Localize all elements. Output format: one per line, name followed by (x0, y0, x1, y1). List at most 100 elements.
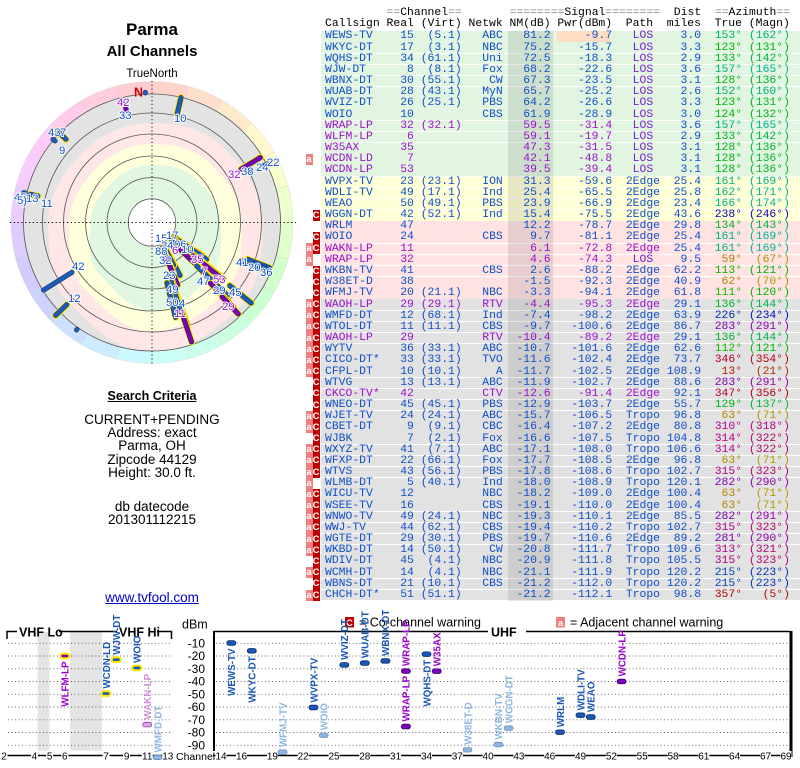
svg-text:88: 88 (155, 246, 168, 258)
svg-text:29: 29 (213, 285, 226, 297)
svg-text:42: 42 (117, 97, 130, 109)
svg-text:-60: -60 (188, 700, 206, 714)
svg-text:WOIO: WOIO (320, 703, 331, 731)
svg-text:40: 40 (483, 752, 495, 763)
svg-text:6: 6 (62, 752, 68, 763)
svg-text:-30: -30 (188, 662, 206, 676)
svg-text:WFMJ-TV: WFMJ-TV (278, 702, 289, 747)
svg-text:45: 45 (229, 287, 242, 299)
svg-text:WKYC-DT: WKYC-DT (248, 656, 259, 702)
svg-text:16: 16 (236, 752, 248, 763)
svg-text:WVIZ-DT: WVIZ-DT (340, 619, 351, 660)
svg-text:52: 52 (606, 752, 618, 763)
svg-text:WMFD-DT: WMFD-DT (153, 706, 164, 753)
svg-text:-40: -40 (188, 675, 206, 689)
svg-text:Channel: Channel (176, 751, 215, 763)
svg-text:-70: -70 (188, 713, 206, 727)
svg-text:WCDN-LP: WCDN-LP (617, 630, 628, 677)
svg-text:WRAP-LP: WRAP-LP (402, 620, 413, 666)
svg-text:67: 67 (760, 752, 772, 763)
svg-text:24: 24 (256, 162, 269, 174)
svg-text:11: 11 (174, 308, 186, 320)
svg-text:13: 13 (162, 752, 174, 763)
svg-text:35: 35 (191, 254, 204, 266)
svg-text:37: 37 (452, 752, 464, 763)
svg-text:W38ET-D: W38ET-D (463, 702, 474, 744)
svg-text:36: 36 (260, 267, 273, 279)
svg-text:10: 10 (174, 113, 187, 125)
svg-text:64: 64 (729, 752, 741, 763)
svg-text:-20: -20 (188, 649, 206, 663)
svg-text:VHF Lo: VHF Lo (19, 626, 63, 640)
svg-text:WJW-DT: WJW-DT (112, 615, 123, 655)
svg-text:WDLI-TV: WDLI-TV (576, 669, 587, 710)
svg-text:WLFM-LP: WLFM-LP (61, 661, 72, 707)
svg-text:55: 55 (637, 752, 649, 763)
svg-text:-50: -50 (188, 687, 206, 701)
svg-text:43: 43 (48, 127, 61, 139)
svg-text:WCDN-LD: WCDN-LD (102, 642, 113, 689)
svg-text:43: 43 (513, 752, 525, 763)
svg-text:dBm: dBm (182, 618, 208, 632)
svg-text:50: 50 (166, 297, 179, 309)
svg-text:-90: -90 (188, 738, 206, 752)
svg-text:7: 7 (201, 266, 207, 278)
svg-text:23: 23 (163, 270, 176, 282)
svg-text:WRLM: WRLM (556, 697, 567, 727)
svg-text:WUAB-DT: WUAB-DT (361, 611, 372, 658)
svg-text:38: 38 (241, 166, 254, 178)
svg-text:33: 33 (119, 110, 132, 122)
svg-text:20: 20 (248, 262, 261, 274)
svg-text:WRAP-LP: WRAP-LP (402, 675, 413, 721)
svg-text:C: C (346, 618, 353, 628)
svg-text:WGGN-DT: WGGN-DT (504, 675, 515, 723)
svg-text:6: 6 (172, 245, 178, 257)
svg-text:42: 42 (72, 261, 85, 273)
svg-text:WVPX-TV: WVPX-TV (309, 657, 320, 702)
svg-text:9: 9 (124, 752, 130, 763)
svg-text:11: 11 (41, 198, 53, 210)
svg-text:29: 29 (222, 301, 235, 313)
svg-text:58: 58 (667, 752, 679, 763)
svg-text:28: 28 (359, 752, 371, 763)
svg-text:17: 17 (166, 230, 179, 242)
svg-text:5): 5) (17, 195, 27, 207)
svg-text:WAKN-LP: WAKN-LP (143, 673, 154, 719)
svg-text:= Co-channel warning: = Co-channel warning (359, 616, 481, 630)
svg-text:N: N (134, 86, 143, 100)
svg-text:49: 49 (575, 752, 587, 763)
svg-text:22: 22 (267, 157, 280, 169)
svg-text:UHF: UHF (491, 626, 517, 640)
svg-text:46: 46 (544, 752, 556, 763)
svg-text:7: 7 (60, 127, 66, 139)
svg-text:WOIO: WOIO (133, 635, 144, 663)
svg-text:15: 15 (155, 233, 168, 245)
svg-text:VHF Hi: VHF Hi (119, 626, 160, 640)
svg-text:WEWS-TV: WEWS-TV (227, 648, 238, 696)
svg-text:7: 7 (103, 752, 109, 763)
svg-text:WBNX-DT: WBNX-DT (381, 610, 392, 656)
svg-text:2: 2 (1, 752, 7, 763)
svg-text:4: 4 (179, 298, 185, 310)
svg-text:14: 14 (215, 752, 227, 763)
svg-text:31: 31 (390, 752, 402, 763)
svg-text:47: 47 (197, 276, 210, 288)
svg-text:a: a (558, 618, 564, 628)
svg-text:22: 22 (298, 752, 310, 763)
svg-text:= Adjacent channel warning: = Adjacent channel warning (570, 616, 723, 630)
svg-text:13: 13 (26, 193, 39, 205)
svg-text:10: 10 (181, 244, 194, 256)
svg-text:WQHS-DT: WQHS-DT (422, 660, 433, 707)
svg-text:9: 9 (59, 145, 65, 157)
svg-text:49: 49 (166, 284, 179, 296)
svg-text:69: 69 (780, 752, 792, 763)
svg-text:5: 5 (47, 752, 53, 763)
svg-text:34: 34 (421, 752, 433, 763)
svg-text:32: 32 (228, 169, 241, 181)
svg-text:WEAO: WEAO (587, 681, 598, 712)
svg-text:19: 19 (267, 752, 279, 763)
svg-text:-80: -80 (188, 726, 206, 740)
svg-text:11: 11 (142, 752, 153, 763)
svg-text:-10: -10 (188, 636, 206, 650)
svg-text:4: 4 (32, 752, 38, 763)
